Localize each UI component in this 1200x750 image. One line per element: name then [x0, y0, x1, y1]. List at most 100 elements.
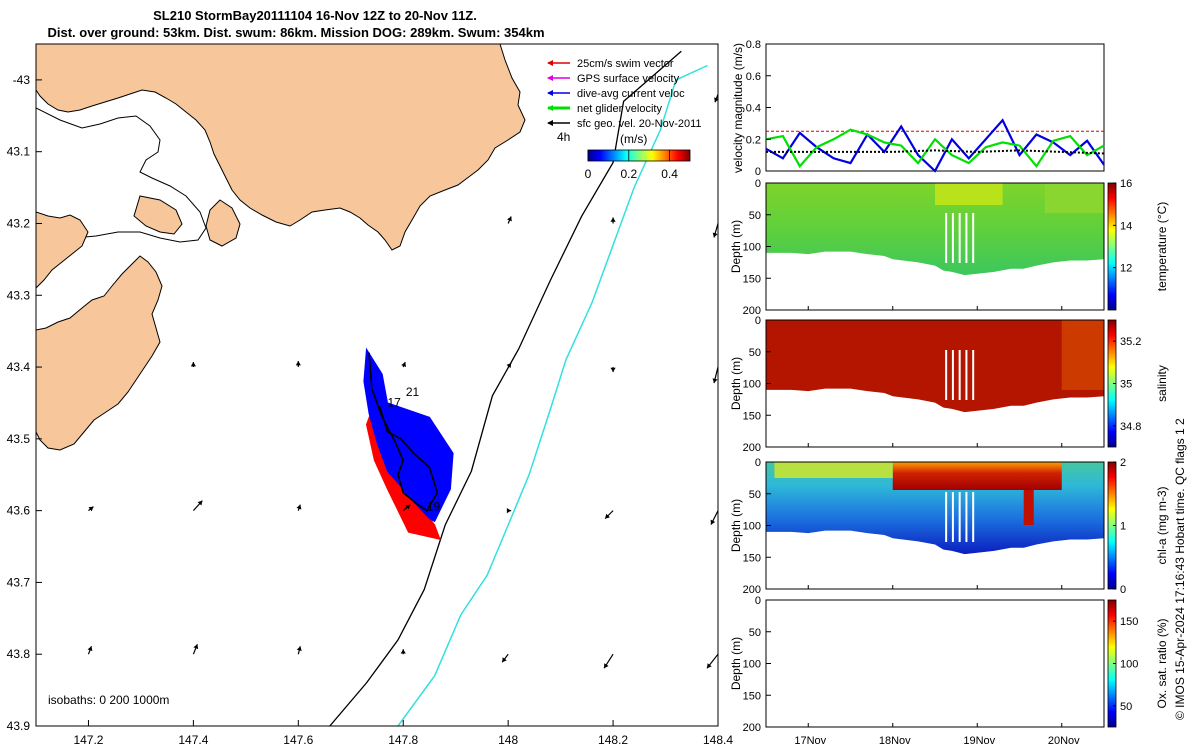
velocity-ytick-label: 0: [755, 166, 761, 178]
footer-credit: © IMOS 15-Apr-2024 17:16:43 Hobart time.…: [1173, 418, 1187, 720]
profile-gap: [972, 213, 975, 263]
profile-gap: [958, 492, 961, 542]
profile-ytick-label: 150: [743, 690, 761, 702]
legend-label: sfc geo. vel. 20-Nov-2011: [577, 118, 702, 130]
profile-ylabel: Depth (m): [729, 637, 743, 690]
geo-vector: [401, 361, 407, 368]
profile-colorbar-tick-label: 12: [1120, 263, 1132, 275]
map-xtick-label: 148: [498, 733, 518, 747]
warm-surface-layer: [935, 183, 1003, 205]
profile-colorbar-tick-label: 100: [1120, 659, 1138, 671]
geo-vector: [507, 216, 512, 224]
profile-ytick-label: 50: [749, 210, 761, 222]
velocity-series-2: [765, 128, 1105, 169]
map-ytick-label: 43.7: [7, 575, 31, 589]
warm-surface-layer-east: [1044, 183, 1104, 213]
profile-xtick-label: 17Nov: [794, 735, 826, 747]
geo-vector: [88, 506, 94, 512]
isobaths-label: isobaths: 0 200 1000m: [48, 693, 169, 707]
profile-ytick-label: 150: [743, 552, 761, 564]
profile-ytick-label: 100: [743, 659, 761, 671]
land-peninsula: [36, 211, 89, 289]
track-label-17: 17: [387, 396, 401, 410]
geo-vector: [604, 510, 614, 520]
geo-vector: [192, 643, 199, 655]
legend-item: net glider velocity: [547, 103, 662, 115]
profile-ytick-label: 150: [743, 273, 761, 285]
profile-gap: [951, 350, 954, 400]
legend-label: GPS surface velocity: [577, 73, 680, 85]
profile-ytick-label: 200: [743, 722, 761, 734]
geo-vector: [402, 504, 411, 512]
geo-vector: [400, 649, 406, 655]
map-ytick-label: 43.3: [7, 288, 31, 302]
velocity-ytick-label: 0.2: [746, 134, 761, 146]
profile-gap: [958, 213, 961, 263]
swim-vector-patch-south: [374, 460, 440, 540]
profile-ytick-label: 50: [749, 627, 761, 639]
legend-label: net glider velocity: [577, 103, 662, 115]
colorbar-tick-label: 0: [585, 167, 592, 181]
velocity-ytick-label: 0.8: [746, 39, 761, 51]
geo-vector: [603, 653, 614, 669]
colorbar-tick-label: 0.4: [661, 167, 678, 181]
profile-gap: [945, 213, 948, 263]
profile-colorbar-tick-label: 2: [1120, 457, 1126, 469]
profile-ytick-label: 200: [743, 442, 761, 454]
map-ytick-label: -43: [13, 73, 31, 87]
profile-ytick-label: 0: [755, 315, 761, 327]
map-frame: [35, 43, 719, 727]
map-xtick-label: 147.6: [283, 733, 313, 747]
map-ytick-label: 43.1: [7, 145, 31, 159]
legend-item: 25cm/s swim vector: [547, 58, 674, 70]
land-bay-peninsula: [133, 195, 183, 235]
geo-vector: [501, 653, 509, 663]
lower-salinity-east: [1061, 320, 1104, 390]
map-legend: 25cm/s swim vector GPS surface velocity di…: [547, 58, 702, 130]
profile-ylabel: Depth (m): [729, 357, 743, 410]
map-ytick-label: 43.5: [7, 432, 31, 446]
map-ytick-label: 43.4: [7, 360, 31, 374]
profile-temperature: 0 50 100 150 200 Depth (m) 12 14 16 temperature (…: [729, 178, 1169, 317]
land-mainland-north: [36, 44, 526, 251]
geo-vector: [296, 646, 302, 655]
geo-vector: [192, 500, 203, 512]
profile-ylabel: Depth (m): [729, 220, 743, 273]
map-ytick-label: 43.8: [7, 647, 31, 661]
profile-clabel: temperature (°C): [1155, 202, 1169, 292]
profile-field-temperature: [766, 183, 1104, 276]
profile-colorbar-tick-label: 150: [1120, 616, 1138, 628]
profile-clabel: chl-a (mg m-3): [1155, 486, 1169, 564]
map-ytick-label: 43.6: [7, 504, 31, 518]
profile-colorbar-tick-label: 16: [1120, 178, 1132, 190]
profile-colorbar-tick-label: 0: [1120, 584, 1126, 596]
profile-ytick-label: 0: [755, 178, 761, 190]
velocity-ytick-label: 0.4: [746, 103, 761, 115]
geo-vector: [710, 510, 718, 525]
profile-chl-a: 0 50 100 150 200 Depth (m) 0 1 2 chl-a (mg m-3): [729, 457, 1169, 596]
profile-background: [766, 600, 1104, 727]
profile-salinity: 0 50 100 150 200 Depth (m) 34.8 35 35.2 salinity: [729, 315, 1169, 454]
track-label-19: 19: [427, 500, 441, 514]
geo-vector: [610, 217, 616, 224]
profile-gap: [951, 213, 954, 263]
profile-gap: [951, 492, 954, 542]
map-ytick-label: 43.9: [7, 719, 31, 733]
profile-ylabel: Depth (m): [729, 499, 743, 552]
map-title-line1: SL210 StormBay20111104 16-Nov 12Z to 20-…: [153, 8, 477, 23]
geo-vector: [610, 367, 616, 373]
colorbar-label: (m/s): [620, 132, 647, 146]
geo-vector: [190, 362, 196, 368]
profile-ytick-label: 200: [743, 305, 761, 317]
profile-clabel: Ox. sat. ratio (%): [1155, 618, 1169, 708]
profile-ytick-label: 0: [755, 595, 761, 607]
chl-surface-west: [774, 462, 893, 478]
map-title-line2: Dist. over ground: 53km. Dist. swum: 86k…: [47, 25, 544, 40]
chl-plume: [1023, 490, 1034, 525]
geo-vector: [87, 645, 93, 655]
profile-colorbar-tick-label: 35.2: [1120, 336, 1141, 348]
land-island-west: [205, 199, 241, 247]
legend-item: sfc geo. vel. 20-Nov-2011: [547, 118, 702, 130]
